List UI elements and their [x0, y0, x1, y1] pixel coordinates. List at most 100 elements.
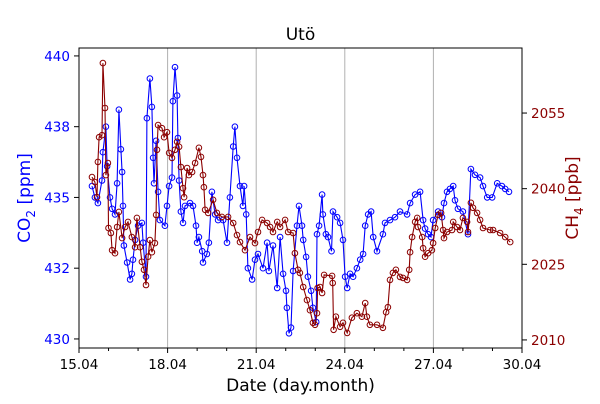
- ch4-point: [254, 228, 262, 236]
- ch4-point: [199, 171, 207, 179]
- ch4-point: [101, 104, 109, 112]
- co2-point: [239, 202, 247, 210]
- ch4-point: [418, 233, 426, 241]
- ch4-point: [303, 296, 311, 304]
- co2-point: [244, 264, 252, 272]
- ch4-point: [158, 124, 166, 132]
- co2-point: [129, 256, 137, 264]
- co2-point: [240, 182, 248, 190]
- ch4-point: [456, 226, 464, 234]
- ch4-point: [121, 223, 129, 231]
- co2-point: [193, 239, 201, 246]
- co2-point: [163, 202, 171, 210]
- chart-title: Utö: [286, 25, 316, 45]
- y-left-tick-label: 440: [44, 49, 70, 65]
- ch4-point: [431, 224, 439, 232]
- co2-point: [146, 75, 154, 82]
- co2-point: [369, 233, 377, 241]
- ch4-point: [449, 218, 457, 226]
- co2-point: [254, 250, 262, 258]
- ch4-point: [439, 226, 447, 234]
- ch4-point: [429, 239, 437, 247]
- co2-point: [223, 239, 231, 246]
- co2-point: [118, 168, 126, 176]
- co2-point: [367, 208, 375, 215]
- co2-point: [179, 219, 187, 227]
- co2-point: [203, 250, 211, 258]
- ch4-point: [251, 239, 259, 247]
- co2-point: [493, 180, 501, 187]
- co2-point: [373, 247, 381, 255]
- co2-point: [113, 180, 121, 187]
- ch4-point: [229, 219, 237, 227]
- co2-point: [189, 202, 197, 210]
- co2-point: [293, 222, 301, 229]
- ch4-point: [406, 248, 414, 256]
- co2-point: [171, 63, 179, 71]
- co2-point: [233, 154, 241, 162]
- ch4-point: [124, 218, 132, 226]
- co2-point: [343, 284, 351, 292]
- ch4-point: [258, 216, 266, 224]
- y-right-tick-label: 2040: [531, 182, 565, 198]
- co2-point: [214, 216, 222, 224]
- ch4-point: [313, 309, 321, 317]
- ch4-point: [276, 223, 284, 231]
- co2-point: [307, 287, 315, 295]
- ch4-point: [140, 266, 148, 274]
- ch4-point: [363, 313, 371, 321]
- co2-point: [120, 242, 128, 249]
- ch4-point: [459, 214, 467, 222]
- co2-point: [174, 134, 182, 142]
- co2-point: [148, 103, 156, 111]
- co2-point: [276, 233, 284, 241]
- ch4-point: [361, 299, 369, 307]
- ch4-point: [183, 164, 191, 172]
- co2-point: [319, 211, 327, 218]
- ch4-point: [99, 59, 107, 67]
- ch4-point: [281, 216, 289, 224]
- ch4-point: [386, 276, 394, 284]
- co2-point: [199, 259, 207, 266]
- ch4-point: [311, 321, 319, 329]
- co2-point: [165, 182, 173, 190]
- co2-point: [269, 242, 277, 249]
- co2-point: [302, 253, 310, 261]
- ch4-point: [179, 184, 187, 192]
- x-tick-label: 30.04: [503, 357, 542, 373]
- ch4-point: [151, 239, 159, 247]
- ch4-point: [191, 159, 199, 167]
- co2-point: [149, 154, 157, 162]
- ch4-point: [197, 153, 205, 161]
- ch4-point: [153, 146, 161, 154]
- co2-point: [98, 177, 106, 184]
- co2-point: [329, 208, 337, 215]
- co2-point: [471, 171, 479, 179]
- co2-point: [349, 273, 357, 281]
- co2-point: [341, 273, 349, 281]
- co2-point: [139, 239, 147, 246]
- ch4-point: [142, 281, 150, 289]
- ch4-point: [131, 243, 139, 251]
- co2-point: [391, 213, 399, 221]
- co2-point: [208, 188, 216, 196]
- co2-point: [396, 208, 404, 215]
- ch4-point: [93, 193, 101, 201]
- co2-point: [123, 259, 131, 266]
- co2-point: [283, 304, 291, 312]
- ch4-series: [88, 59, 514, 337]
- ch4-point: [165, 149, 173, 157]
- co2-point: [287, 324, 295, 331]
- co2-point: [379, 230, 387, 238]
- co2-point: [126, 276, 134, 283]
- ch4-point: [241, 246, 249, 254]
- co2-point: [128, 270, 136, 278]
- x-axis: 15.04 18.04 21.04 24.04 27.04 30.04: [60, 348, 542, 373]
- co2-point: [226, 194, 234, 201]
- co2-point: [102, 123, 110, 130]
- co2-point: [108, 205, 116, 213]
- ch4-point: [408, 233, 416, 241]
- ch4-point: [299, 283, 307, 291]
- ch4-point: [476, 216, 484, 224]
